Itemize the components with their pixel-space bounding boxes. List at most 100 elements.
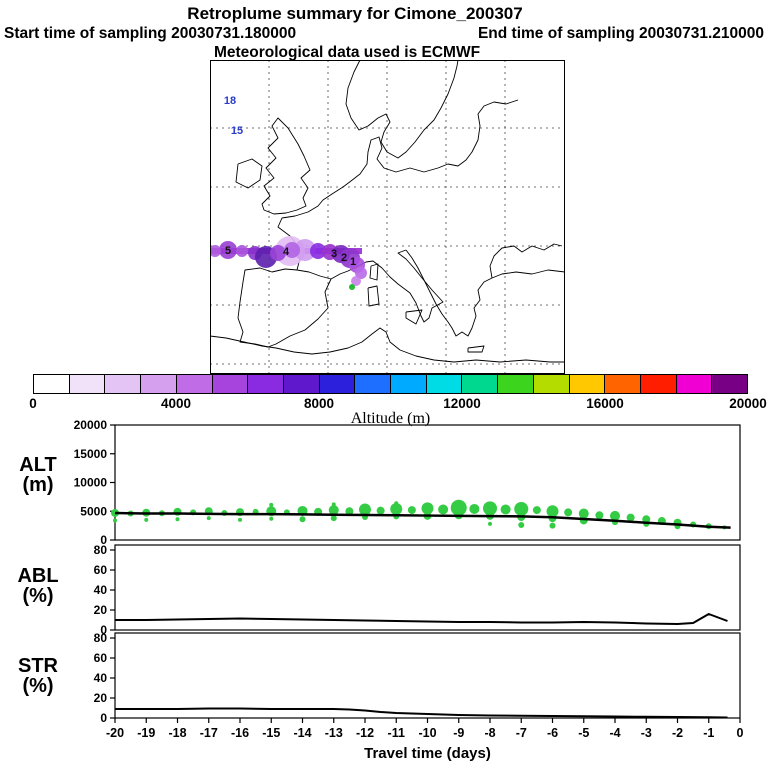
alt-scatter-point <box>549 522 556 529</box>
str-panel-label-line1: STR <box>18 655 58 677</box>
x-axis-tick-label: -4 <box>609 726 620 740</box>
coastline <box>437 99 519 169</box>
alt-scatter-point <box>514 501 529 516</box>
colorbar-segment <box>532 375 569 393</box>
colorbar-segment <box>425 375 462 393</box>
x-axis-tick-label: -15 <box>262 726 280 740</box>
release-time-marker: 18 <box>224 95 236 107</box>
colorbar-tick-label: 0 <box>29 396 37 411</box>
y-axis-tick-label: 15000 <box>74 447 108 461</box>
colorbar-segment <box>247 375 283 393</box>
time-series-panels: 05000100001500020000020406080020406080-2… <box>74 420 744 740</box>
y-axis-tick-label: 0 <box>100 623 107 637</box>
alt-scatter-point <box>564 508 573 517</box>
x-axis-tick-label: -9 <box>453 726 464 740</box>
alt-panel-label: ALT (m) <box>8 455 68 495</box>
alt-scatter-point <box>206 516 211 521</box>
alt-scatter-point <box>595 511 604 520</box>
y-axis-tick-label: 40 <box>94 583 108 597</box>
altitude-colorbar <box>33 374 748 394</box>
release-time-marker: 15 <box>231 125 243 137</box>
x-axis-tick-label: -19 <box>137 726 155 740</box>
plume-day-label: 5 <box>225 245 231 257</box>
receptor-marker <box>349 284 355 290</box>
plume-blob <box>270 245 286 261</box>
alt-scatter-point <box>111 508 119 517</box>
alt-scatter-point <box>328 505 339 516</box>
colorbar-segment <box>140 375 176 393</box>
plume-day-label: 3 <box>331 248 337 260</box>
colorbar-segment <box>497 375 533 393</box>
x-axis-label: Travel time (days) <box>364 745 491 762</box>
coastline <box>277 136 439 271</box>
y-axis-tick-label: 5000 <box>80 504 107 518</box>
colorbar-tick-label: 4000 <box>160 396 192 411</box>
abl-line <box>115 613 728 625</box>
x-axis-tick-label: -5 <box>578 726 589 740</box>
x-axis-tick-label: 0 <box>737 726 744 740</box>
alt-scatter-point <box>376 506 385 515</box>
coastline <box>367 285 380 307</box>
x-axis-tick-label: -6 <box>547 726 558 740</box>
alt-scatter-point <box>610 510 620 521</box>
y-axis-tick-label: 40 <box>94 671 108 685</box>
x-axis-tick-label: -8 <box>484 726 495 740</box>
coastline <box>405 249 565 337</box>
colorbar-segment <box>354 375 391 393</box>
x-axis-tick-label: -14 <box>293 726 311 740</box>
coastline <box>261 117 311 215</box>
map-frame <box>210 60 565 374</box>
str-panel-label-line2: (%) <box>22 675 54 697</box>
plume-blob <box>355 267 367 279</box>
alt-scatter-point <box>269 516 274 521</box>
y-axis-tick-label: 20 <box>94 603 108 617</box>
met-data-label: Meteorological data used is ECMWF <box>213 44 481 61</box>
y-axis-tick-label: 0 <box>100 711 107 725</box>
x-axis-tick-label: -18 <box>168 726 186 740</box>
alt-scatter-point <box>626 513 635 522</box>
plume-blob <box>219 241 237 259</box>
coastline <box>489 243 563 279</box>
alt-scatter-point <box>330 515 337 522</box>
colorbar-segment <box>711 375 748 393</box>
plume-day-label: 2 <box>341 252 347 264</box>
colorbar-segment <box>34 375 69 393</box>
alt-scatter-point <box>175 517 180 522</box>
alt-scatter-point <box>144 517 149 522</box>
alt-panel-label-line1: ALT <box>19 454 57 476</box>
coastline <box>405 309 423 325</box>
alt-scatter-point <box>500 504 511 515</box>
y-axis-tick-label: 20 <box>94 691 108 705</box>
panel-frame <box>114 544 741 631</box>
alt-scatter-point <box>532 506 541 515</box>
alt-scatter-point <box>469 503 480 514</box>
colorbar-segment <box>68 375 105 393</box>
y-axis-tick-label: 10000 <box>74 476 108 490</box>
colorbar-segment <box>282 375 319 393</box>
sampling-times-row: Start time of sampling 20030731.180000 E… <box>0 25 768 43</box>
alt-scatter-point <box>546 505 559 518</box>
alt-scatter-point <box>518 522 525 529</box>
plume-blob <box>236 245 248 257</box>
x-axis-tick-label: -17 <box>200 726 218 740</box>
y-axis-tick-label: 80 <box>94 543 108 557</box>
plume-day-label: 4 <box>283 246 290 258</box>
colorbar-axis-label: Altitude (m) <box>350 410 431 427</box>
plume-blob <box>351 276 361 286</box>
alt-scatter-point <box>359 503 371 516</box>
x-axis-tick-label: -3 <box>641 726 652 740</box>
alt-scatter-point <box>421 502 434 515</box>
colorbar-segment <box>211 375 248 393</box>
alt-scatter-point <box>438 504 449 515</box>
alt-scatter-point <box>483 501 497 516</box>
colorbar-segment <box>390 375 426 393</box>
alt-scatter-point <box>407 506 416 515</box>
alt-scatter-point <box>488 521 492 526</box>
alt-scatter-point <box>269 502 274 507</box>
plume-blob <box>210 245 221 257</box>
x-axis-tick-label: -11 <box>388 726 405 740</box>
x-axis-tick-label: -12 <box>356 726 374 740</box>
x-axis-tick-label: -13 <box>325 726 343 740</box>
alt-scatter-point <box>299 516 306 523</box>
colorbar-tick-labels: 0 4000 8000 12000 16000 20000 <box>29 396 767 411</box>
